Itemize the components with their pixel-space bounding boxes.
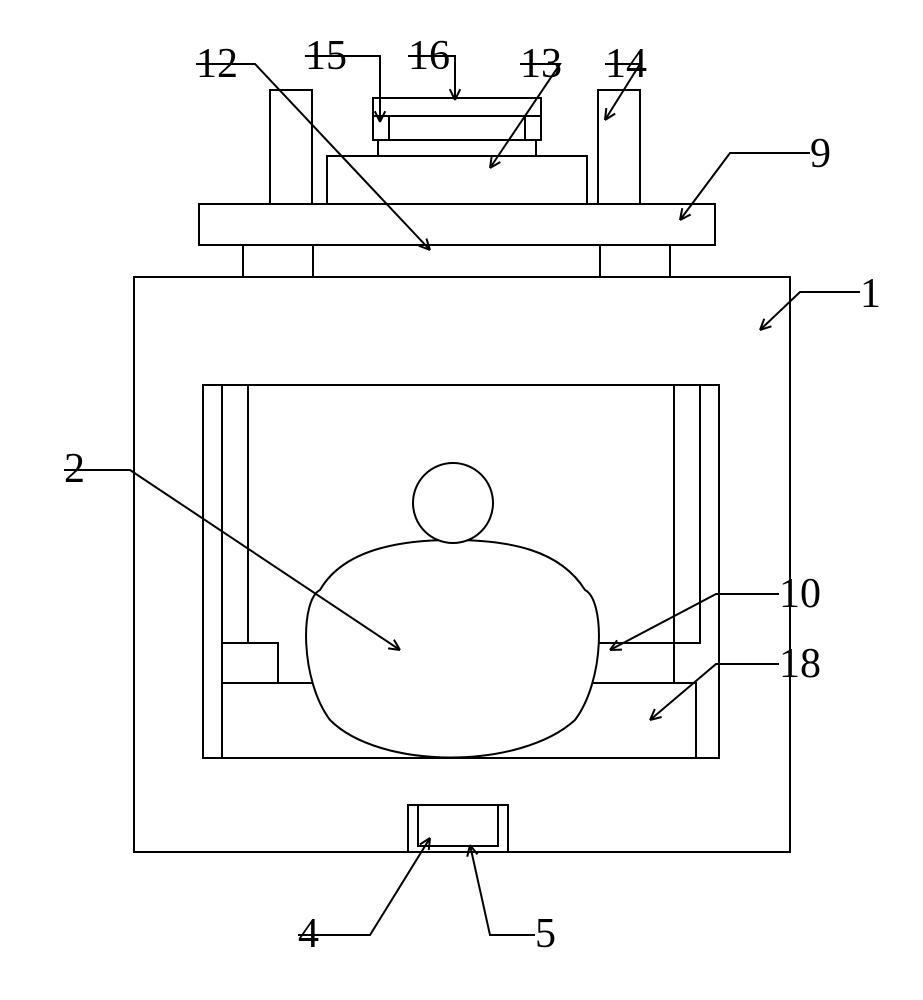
part-13 bbox=[327, 156, 587, 204]
leader-5 bbox=[470, 845, 535, 935]
part-13-inner bbox=[378, 140, 536, 156]
head-circle bbox=[413, 463, 493, 543]
inner-vertical-0 bbox=[222, 385, 248, 643]
label-4: 4 bbox=[298, 910, 319, 958]
part-9-spacer-1 bbox=[600, 245, 670, 277]
part-10-1 bbox=[592, 643, 674, 683]
label-14: 14 bbox=[605, 40, 647, 88]
label-13: 13 bbox=[520, 40, 562, 88]
label-10: 10 bbox=[779, 570, 821, 618]
label-15: 15 bbox=[305, 32, 347, 80]
part-16 bbox=[373, 98, 541, 116]
part-14-1 bbox=[598, 90, 640, 204]
label-2: 2 bbox=[64, 445, 85, 493]
label-12: 12 bbox=[196, 40, 238, 88]
part-14-0 bbox=[270, 90, 312, 204]
label-18: 18 bbox=[779, 640, 821, 688]
label-9: 9 bbox=[810, 130, 831, 178]
part-9-spacer-0 bbox=[243, 245, 313, 277]
part-9-plate bbox=[199, 204, 715, 245]
label-1: 1 bbox=[860, 270, 881, 318]
part-2-body bbox=[306, 540, 599, 758]
label-16: 16 bbox=[408, 32, 450, 80]
label-5: 5 bbox=[535, 910, 556, 958]
part-10-0 bbox=[222, 643, 278, 683]
technical-diagram bbox=[0, 0, 923, 1000]
part-15-1 bbox=[525, 116, 541, 140]
